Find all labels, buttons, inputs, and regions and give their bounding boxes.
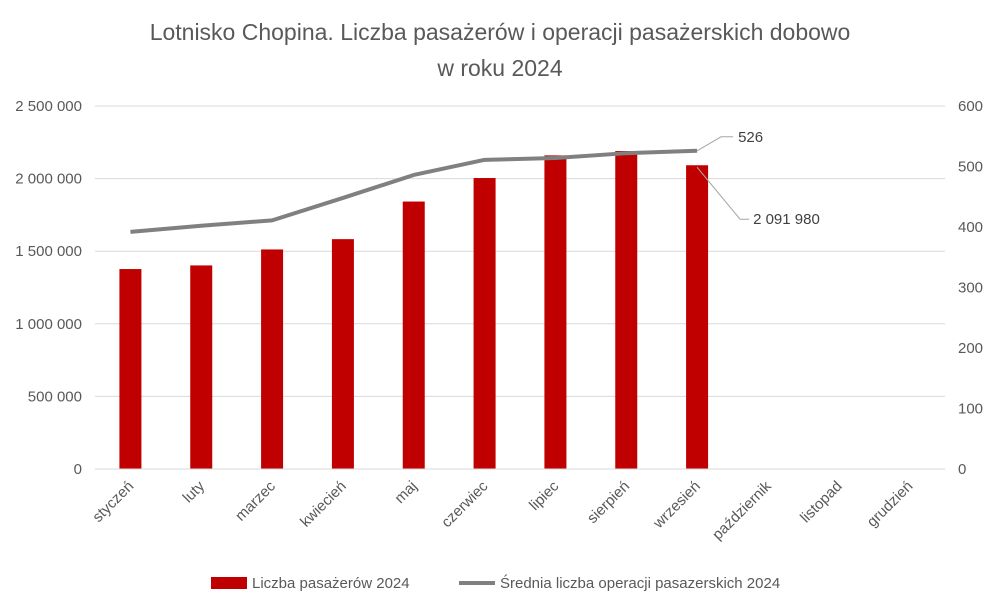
y-left-tick-label: 2 500 000 bbox=[15, 98, 82, 115]
x-tick-label: lipiec bbox=[526, 477, 563, 514]
x-tick-label: luty bbox=[180, 477, 209, 506]
leader-line bbox=[696, 136, 734, 152]
bar bbox=[402, 201, 425, 469]
bar-series bbox=[119, 151, 709, 470]
data-labels: 526 2 091 980 bbox=[696, 129, 820, 228]
x-tick-label: wrzesień bbox=[649, 478, 704, 533]
gridlines bbox=[95, 105, 945, 397]
bar bbox=[331, 239, 354, 469]
x-tick-label: październik bbox=[709, 477, 775, 543]
bar bbox=[473, 178, 496, 469]
bar bbox=[544, 155, 567, 470]
y-left-tick-label: 1 500 000 bbox=[15, 243, 82, 260]
y-right-tick-label: 600 bbox=[958, 98, 983, 115]
legend-swatch-bars bbox=[211, 577, 247, 589]
x-tick-label: czerwiec bbox=[438, 477, 492, 531]
line-series bbox=[130, 148, 698, 234]
chart-title: Lotnisko Chopina. Liczba pasażerów i ope… bbox=[150, 19, 851, 81]
y-right-tick-label: 0 bbox=[958, 461, 966, 478]
x-tick-label: maj bbox=[391, 478, 420, 507]
bar bbox=[686, 165, 709, 469]
x-tick-label: sierpień bbox=[584, 478, 633, 527]
y-right-tick-label: 100 bbox=[958, 401, 983, 418]
y-right-tick-label: 300 bbox=[958, 280, 983, 297]
chart-title-line-1: Lotnisko Chopina. Liczba pasażerów i ope… bbox=[150, 19, 851, 45]
x-tick-label: marzec bbox=[232, 477, 279, 524]
axes: 0 500 000 1 000 000 1 500 000 2 000 000 2 500… bbox=[15, 98, 983, 543]
bar bbox=[119, 269, 142, 469]
legend: Liczba pasażerów 2024 Średnia liczba ope… bbox=[211, 574, 780, 592]
legend-label-bars: Liczba pasażerów 2024 bbox=[252, 575, 410, 592]
x-tick-label: styczeń bbox=[89, 478, 137, 526]
x-tick-label: grudzień bbox=[864, 478, 917, 531]
data-label: 2 091 980 bbox=[753, 211, 820, 228]
y-right-tick-label: 400 bbox=[958, 219, 983, 236]
chart-title-line-2: w roku 2024 bbox=[436, 55, 563, 81]
bar bbox=[615, 151, 638, 469]
y-left-tick-label: 1 000 000 bbox=[15, 316, 82, 333]
y-left-tick-label: 0 bbox=[74, 461, 82, 478]
y-left-tick-label: 2 000 000 bbox=[15, 171, 82, 188]
x-tick-label: listopad bbox=[797, 478, 846, 527]
series-line bbox=[130, 148, 698, 234]
y-right-tick-label: 200 bbox=[958, 340, 983, 357]
y-left-tick-label: 500 000 bbox=[28, 388, 82, 405]
legend-label-line: Średnia liczba operacji pasazerskich 202… bbox=[500, 574, 780, 592]
leader-line bbox=[696, 166, 750, 220]
bar bbox=[261, 249, 284, 469]
data-label: 526 bbox=[738, 129, 763, 146]
y-right-tick-label: 500 bbox=[958, 159, 983, 176]
bar bbox=[190, 265, 213, 469]
x-tick-label: kwiecień bbox=[297, 478, 350, 531]
